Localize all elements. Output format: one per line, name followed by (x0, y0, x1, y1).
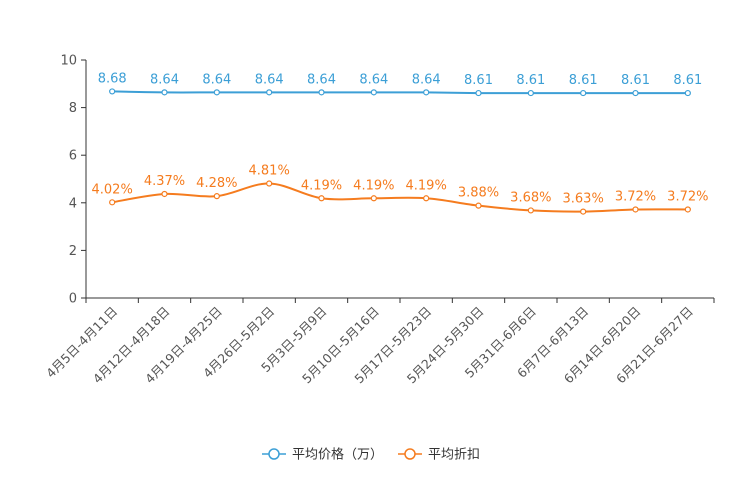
data-point[interactable] (266, 180, 273, 187)
data-point[interactable] (684, 89, 691, 97)
data-point[interactable] (213, 89, 220, 96)
data-point[interactable] (266, 89, 273, 96)
data-point[interactable] (423, 195, 430, 202)
series-line (112, 182, 688, 213)
series-1: 4.02% 4.37% 4.28% 4.81% 4.19% 4.19% 4.19% 3.88%… (92, 164, 708, 215)
data-label: 8.61 (621, 73, 650, 88)
data-point[interactable] (632, 89, 639, 97)
legend-label: 平均折扣 (428, 448, 480, 463)
series-0: 8.68 8.64 8.64 8.64 8.64 8.64 8.64 8.61 8.61 8.61… (98, 71, 702, 97)
data-label: 3.63% (563, 192, 604, 207)
data-point[interactable] (109, 88, 116, 95)
legend-label: 平均价格（万） (292, 447, 383, 463)
data-label: 8.64 (150, 72, 179, 87)
data-point[interactable] (475, 202, 482, 209)
chart-legend[interactable]: 平均价格（万） 平均折扣 (262, 447, 480, 463)
data-point[interactable] (684, 206, 691, 213)
data-point[interactable] (109, 199, 116, 206)
data-point[interactable] (423, 89, 430, 96)
y-tick-label: 0 (69, 292, 77, 307)
data-label: 8.64 (412, 72, 441, 87)
data-point[interactable] (527, 207, 534, 214)
data-point[interactable] (161, 89, 168, 96)
data-label: 4.19% (406, 178, 447, 193)
data-label: 4.19% (301, 178, 342, 193)
data-point[interactable] (370, 195, 377, 202)
data-label: 3.68% (510, 190, 551, 205)
data-label: 4.19% (353, 178, 394, 193)
y-tick-label: 10 (60, 54, 77, 69)
data-label: 3.88% (458, 186, 499, 201)
data-label: 8.61 (464, 73, 493, 88)
data-label: 3.72% (615, 189, 656, 204)
data-label: 8.64 (255, 72, 284, 87)
data-label: 4.28% (196, 176, 237, 191)
data-label: 4.81% (249, 164, 290, 179)
data-point[interactable] (318, 195, 325, 202)
data-label: 8.61 (569, 73, 598, 88)
data-point[interactable] (527, 89, 534, 97)
legend-item-0[interactable]: 平均价格（万） (262, 447, 383, 463)
data-label: 4.02% (92, 182, 133, 197)
series-line (112, 90, 688, 95)
chart-series: 8.68 8.64 8.64 8.64 8.64 8.64 8.64 8.61 8.61 8.61… (92, 71, 708, 215)
y-tick-label: 8 (69, 101, 77, 116)
data-label: 8.64 (307, 72, 336, 87)
data-point[interactable] (161, 190, 168, 198)
legend-item-1[interactable]: 平均折扣 (398, 448, 480, 463)
y-tick-label: 2 (69, 244, 77, 259)
data-point[interactable] (580, 208, 587, 215)
legend-marker-icon (268, 448, 280, 460)
data-label: 8.64 (359, 72, 388, 87)
data-label: 8.64 (202, 72, 231, 87)
data-point[interactable] (370, 89, 377, 96)
data-label: 3.72% (667, 189, 708, 204)
y-tick-label: 4 (69, 196, 77, 211)
legend-marker-icon (404, 448, 416, 460)
data-point[interactable] (475, 89, 482, 97)
chart-axes: 02468104月5日-4月11日4月12日-4月18日4月19日-4月25日4… (43, 54, 715, 386)
data-point[interactable] (213, 193, 220, 200)
data-point[interactable] (632, 206, 639, 213)
data-label: 4.37% (144, 174, 185, 189)
data-label: 8.61 (673, 73, 702, 88)
data-point[interactable] (580, 89, 587, 97)
y-tick-label: 6 (69, 149, 77, 164)
data-label: 8.68 (98, 71, 127, 86)
data-point[interactable] (318, 89, 325, 96)
data-label: 8.61 (516, 73, 545, 88)
